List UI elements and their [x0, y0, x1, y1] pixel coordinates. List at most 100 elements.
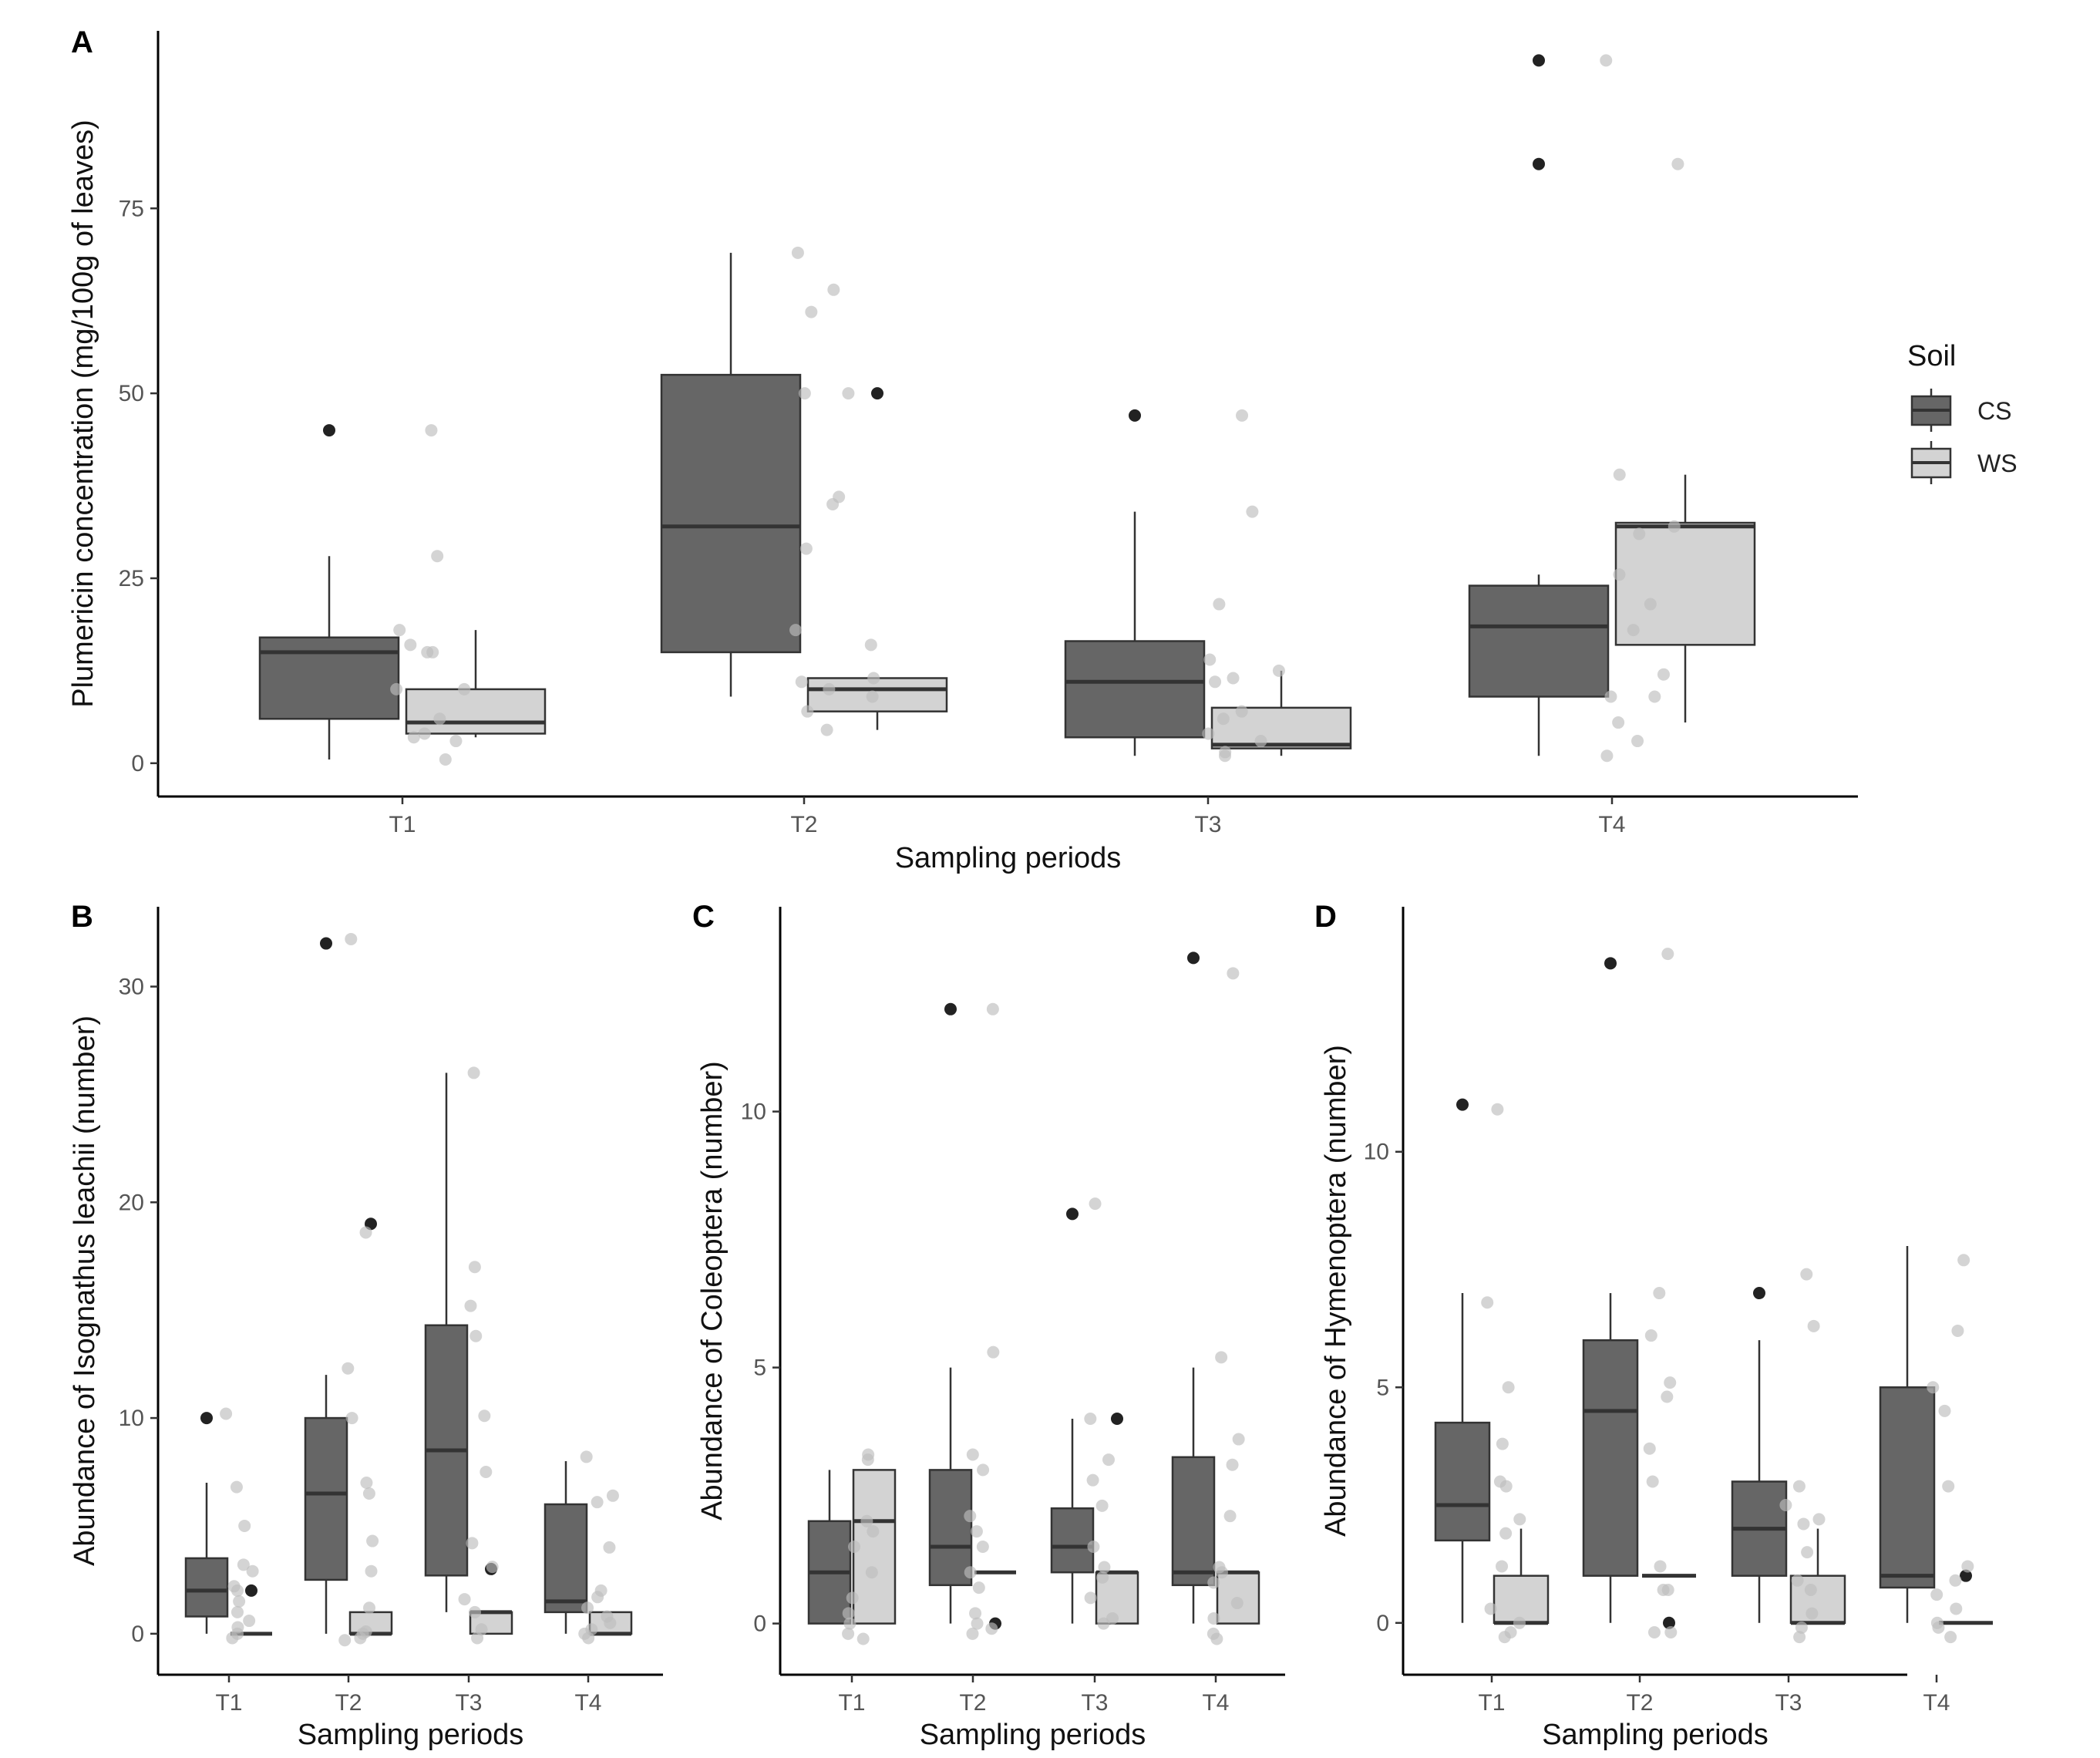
jitter-point — [860, 1514, 873, 1527]
jitter-point — [345, 1412, 358, 1425]
jitter-point — [789, 624, 803, 637]
jitter-point — [1217, 712, 1230, 726]
jitter-point — [964, 1566, 977, 1579]
jitter-point — [1647, 1626, 1661, 1639]
jitter-point — [238, 1519, 251, 1532]
jitter-point — [1481, 1296, 1494, 1309]
jitter-point — [1927, 1381, 1940, 1394]
jitter-point — [362, 1601, 375, 1615]
box-cs — [928, 1469, 973, 1587]
jitter-point — [458, 1593, 471, 1606]
jitter-point — [964, 1510, 977, 1523]
jitter-point — [467, 1066, 480, 1079]
jitter-point — [977, 1463, 990, 1477]
jitter-point — [866, 690, 879, 703]
box-cs — [1582, 1339, 1639, 1577]
x-axis-title: Sampling periods — [298, 1719, 524, 1751]
jitter-point — [1804, 1584, 1817, 1597]
jitter-point — [468, 1605, 481, 1618]
box-ws — [1614, 521, 1756, 646]
jitter-point — [425, 424, 438, 437]
y-tick-label: 0 — [131, 1622, 144, 1647]
jitter-point — [1496, 1560, 1509, 1573]
jitter-point — [966, 1448, 979, 1461]
jitter-point — [1232, 1433, 1245, 1446]
jitter-point — [606, 1489, 619, 1502]
jitter-point — [469, 1329, 483, 1342]
box-cs — [1171, 1456, 1216, 1587]
y-tick-label: 10 — [1364, 1140, 1389, 1165]
jitter-point — [1944, 1631, 1957, 1644]
y-axis-title: Abundance of Hymenoptera (number) — [1320, 1045, 1352, 1537]
x-tick-label: T3 — [455, 1690, 482, 1716]
jitter-point — [1631, 735, 1644, 748]
jitter-point — [1499, 1480, 1513, 1493]
jitter-point — [1932, 1621, 1945, 1634]
jitter-point — [1600, 54, 1613, 67]
outlier-point — [1753, 1287, 1765, 1300]
panel-letter-b: B — [71, 900, 93, 934]
jitter-point — [842, 1607, 855, 1620]
jitter-point — [843, 1617, 856, 1630]
x-tick-label: T3 — [1081, 1690, 1108, 1716]
jitter-point — [1671, 157, 1684, 170]
y-axis-title: Plumericin concentration (mg/100g of lea… — [67, 120, 99, 708]
x-tick-label: T1 — [389, 812, 416, 837]
jitter-point — [1600, 749, 1614, 763]
jitter-point — [1807, 1319, 1820, 1332]
jitter-point — [604, 1616, 617, 1629]
jitter-point — [1236, 409, 1249, 422]
x-tick-label: T3 — [1194, 812, 1221, 837]
x-tick-label: T1 — [838, 1690, 865, 1716]
jitter-point — [976, 1541, 989, 1553]
legend-label-cs: CS — [1977, 397, 2011, 425]
box-cs — [258, 636, 400, 720]
legend-label-ws: WS — [1977, 450, 2018, 477]
jitter-point — [418, 727, 431, 740]
jitter-point — [842, 1627, 855, 1640]
jitter-point — [439, 753, 452, 766]
jitter-point — [1223, 1510, 1237, 1523]
outlier-point — [320, 937, 332, 950]
y-tick-label: 5 — [1376, 1375, 1389, 1400]
jitter-point — [458, 682, 471, 695]
jitter-point — [987, 1345, 1000, 1359]
jitter-point — [1648, 690, 1661, 703]
x-axis-title: Sampling periods — [920, 1719, 1146, 1751]
box-cs — [1064, 640, 1206, 739]
jitter-point — [354, 1632, 367, 1645]
x-tick-label: T1 — [1478, 1690, 1505, 1716]
y-tick-label: 50 — [119, 381, 144, 406]
jitter-point — [1792, 1480, 1806, 1493]
jitter-point — [1096, 1571, 1109, 1584]
jitter-point — [471, 1632, 484, 1645]
box-cs — [544, 1503, 588, 1614]
jitter-point — [1613, 468, 1626, 481]
jitter-point — [1613, 568, 1626, 581]
jitter-point — [1084, 1413, 1097, 1425]
jitter-point — [478, 1409, 491, 1423]
jitter-point — [362, 1487, 375, 1500]
box-ws — [1210, 706, 1352, 749]
jitter-point — [230, 1480, 243, 1494]
y-tick-label: 0 — [131, 751, 144, 776]
jitter-point — [985, 1622, 998, 1635]
jitter-point — [591, 1496, 604, 1509]
jitter-point — [582, 1632, 595, 1645]
jitter-point — [966, 1627, 979, 1640]
y-tick-label: 30 — [119, 975, 144, 1000]
legend-title: Soil — [1907, 340, 1956, 372]
x-tick-label: T4 — [1923, 1690, 1950, 1716]
jitter-point — [1203, 653, 1217, 666]
box-cs — [1050, 1507, 1095, 1574]
jitter-point — [795, 675, 808, 689]
jitter-point — [1961, 1560, 1974, 1573]
jitter-point — [1491, 1103, 1504, 1116]
jitter-point — [856, 1632, 870, 1645]
jitter-point — [1806, 1607, 1819, 1620]
jitter-point — [1098, 1561, 1111, 1574]
x-tick-label: T3 — [1775, 1690, 1802, 1716]
jitter-point — [231, 1605, 244, 1618]
jitter-point — [466, 1537, 479, 1550]
jitter-point — [1499, 1527, 1513, 1540]
